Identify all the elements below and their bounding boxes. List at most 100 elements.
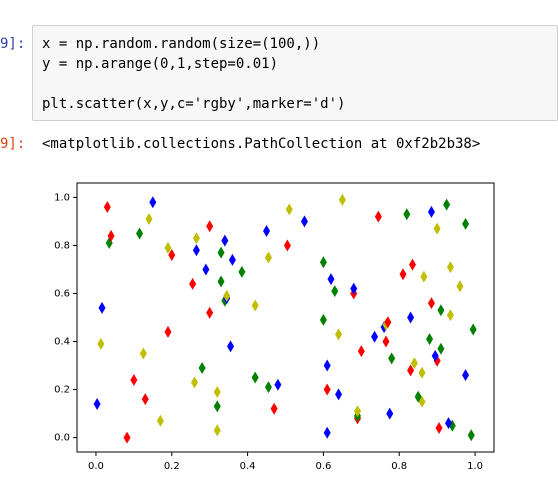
- point: [136, 227, 144, 240]
- point: [93, 397, 101, 410]
- output-text: <matplotlib.collections.PathCollection a…: [42, 136, 481, 152]
- point: [443, 198, 451, 211]
- x-tick-label: 0.6: [315, 461, 331, 472]
- point: [192, 244, 200, 257]
- point: [202, 263, 210, 276]
- point: [410, 357, 418, 370]
- point: [414, 390, 422, 403]
- point: [335, 388, 343, 401]
- y-tick-label: 0.0: [54, 433, 70, 444]
- point: [350, 282, 358, 295]
- point: [420, 270, 428, 283]
- code-line: y = np.arange(0,1,step=0.01): [42, 56, 279, 72]
- point: [139, 347, 147, 360]
- code-cell[interactable]: x = np.random.random(size=(100,)) y = np…: [32, 25, 558, 121]
- point: [338, 193, 346, 206]
- point: [323, 426, 331, 439]
- point: [427, 297, 435, 310]
- point: [192, 232, 200, 245]
- point: [213, 385, 221, 398]
- point: [217, 275, 225, 288]
- point: [270, 402, 278, 415]
- point: [426, 333, 434, 346]
- point: [251, 371, 259, 384]
- point: [462, 369, 470, 382]
- point: [164, 325, 172, 338]
- code-line: x = np.random.random(size=(100,)): [42, 36, 321, 52]
- point: [164, 241, 172, 254]
- point: [327, 273, 335, 286]
- point: [238, 265, 246, 278]
- point: [437, 342, 445, 355]
- point: [206, 306, 214, 319]
- y-tick-label: 0.4: [54, 337, 70, 348]
- point: [382, 335, 390, 348]
- point: [264, 381, 272, 394]
- point: [437, 304, 445, 317]
- point: [335, 328, 343, 341]
- point: [213, 400, 221, 413]
- point: [213, 424, 221, 437]
- y-tick-label: 0.8: [54, 240, 70, 251]
- point: [130, 373, 138, 386]
- point: [388, 352, 396, 365]
- point: [467, 429, 475, 442]
- point: [446, 261, 454, 274]
- point: [300, 215, 308, 228]
- point: [462, 217, 470, 230]
- point: [331, 285, 339, 298]
- point: [374, 210, 382, 223]
- point: [446, 309, 454, 322]
- y-tick-label: 0.6: [54, 288, 70, 299]
- point: [189, 277, 197, 290]
- point: [97, 337, 105, 350]
- point: [431, 349, 439, 362]
- point: [198, 361, 206, 374]
- input-prompt: 9]:: [0, 36, 26, 52]
- point: [323, 383, 331, 396]
- point: [217, 246, 225, 259]
- point: [418, 366, 426, 379]
- point: [223, 289, 231, 302]
- point: [168, 249, 176, 262]
- point: [103, 201, 111, 214]
- point: [156, 414, 164, 427]
- point: [228, 253, 236, 266]
- point: [145, 213, 153, 226]
- x-tick-label: 0.4: [240, 461, 256, 472]
- point: [399, 268, 407, 281]
- point: [384, 316, 392, 329]
- point: [408, 258, 416, 271]
- point: [98, 301, 106, 314]
- point: [264, 251, 272, 264]
- point: [386, 407, 394, 420]
- point: [469, 323, 477, 336]
- point: [149, 196, 157, 209]
- code-line: plt.scatter(x,y,c='rgby',marker='d'): [42, 96, 346, 112]
- point: [206, 220, 214, 233]
- x-tick-label: 1.0: [467, 461, 483, 472]
- point: [191, 376, 199, 389]
- point: [354, 405, 362, 418]
- point: [319, 256, 327, 269]
- output-prompt: 9]:: [0, 136, 26, 152]
- point: [251, 299, 259, 312]
- y-tick-label: 1.0: [54, 192, 70, 203]
- point: [227, 340, 235, 353]
- point: [427, 205, 435, 218]
- point: [107, 229, 115, 242]
- point: [283, 239, 291, 252]
- point: [274, 378, 282, 391]
- point: [407, 364, 415, 377]
- y-tick-label: 0.2: [54, 385, 70, 396]
- point: [371, 330, 379, 343]
- point: [445, 417, 453, 430]
- x-tick-label: 0.8: [391, 461, 407, 472]
- point: [123, 431, 131, 444]
- point: [456, 280, 464, 293]
- point: [323, 359, 331, 372]
- point: [435, 421, 443, 434]
- point: [221, 234, 229, 247]
- point: [319, 313, 327, 326]
